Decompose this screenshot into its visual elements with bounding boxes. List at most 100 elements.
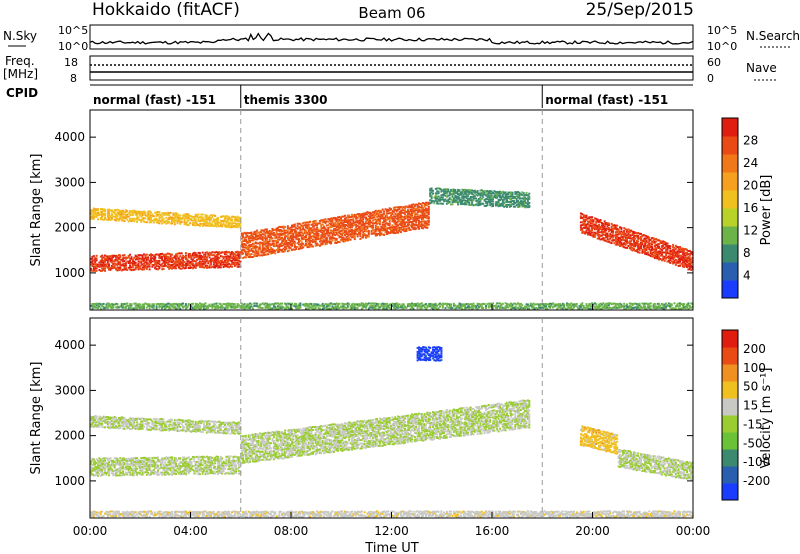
echo-cell <box>327 218 330 221</box>
echo-cell <box>666 246 669 249</box>
echo-cell <box>490 200 493 203</box>
echo-cell <box>225 226 228 229</box>
echo-cell <box>617 232 620 235</box>
echo-cell <box>323 220 326 223</box>
echo-cell <box>228 304 231 307</box>
echo-cell <box>238 219 240 221</box>
echo-cell <box>203 224 206 226</box>
echo-cell <box>137 218 140 221</box>
echo-cell <box>561 302 564 305</box>
echo-cell <box>665 250 668 253</box>
echo-cell <box>219 305 222 308</box>
echo-cell <box>586 307 589 310</box>
echo-cell <box>123 262 126 265</box>
echo-cell <box>284 246 286 249</box>
echo-cell <box>104 259 106 261</box>
echo-cell <box>686 260 688 263</box>
echo-cell <box>261 237 264 240</box>
echo-cell <box>468 303 471 306</box>
echo-cell <box>190 255 193 257</box>
echo-cell <box>585 218 588 221</box>
echo-cell <box>208 222 211 225</box>
echo-cell <box>208 221 211 224</box>
echo-cell <box>194 263 197 266</box>
echo-cell <box>448 191 451 194</box>
echo-cell <box>238 265 240 268</box>
echo-cell <box>662 307 665 310</box>
echo-cell <box>409 307 412 310</box>
echo-cell <box>232 224 235 227</box>
echo-cell <box>172 212 175 215</box>
echo-cell <box>211 216 214 219</box>
echo-cell <box>152 221 155 224</box>
echo-cell <box>129 253 132 256</box>
echo-cell <box>521 197 524 200</box>
echo-cell <box>412 224 415 227</box>
echo-cell <box>423 216 426 218</box>
echo-cell <box>378 215 381 218</box>
echo-cell <box>278 303 281 306</box>
echo-cell <box>151 260 154 263</box>
echo-cell <box>279 233 282 235</box>
echo-cell <box>205 218 208 221</box>
echo-cell <box>131 209 134 212</box>
echo-cell <box>102 209 105 212</box>
echo-cell <box>106 470 109 473</box>
echo-cell <box>381 223 384 226</box>
echo-cell <box>609 235 612 238</box>
echo-cell <box>427 223 430 226</box>
echo-cell <box>521 307 524 310</box>
echo-cell <box>651 253 654 255</box>
echo-cell <box>328 226 331 229</box>
echo-cell <box>136 307 139 310</box>
echo-cell <box>503 205 506 208</box>
echo-cell <box>137 264 140 267</box>
echo-cell <box>144 266 147 269</box>
echo-cell <box>352 305 355 308</box>
echo-cell <box>383 233 386 236</box>
echo-cell <box>204 251 207 254</box>
echo-cell <box>365 225 367 228</box>
echo-cell <box>284 302 286 305</box>
echo-cell <box>162 255 165 257</box>
echo-cell <box>305 236 307 239</box>
echo-cell <box>447 198 450 201</box>
echo-cell <box>205 256 208 259</box>
echo-cell <box>585 229 588 232</box>
echo-cell <box>95 458 98 461</box>
echo-cell <box>673 261 676 264</box>
echo-cell <box>123 260 126 262</box>
echo-cell <box>450 203 453 206</box>
echo-cell <box>324 303 327 306</box>
echo-cell <box>154 263 157 266</box>
echo-cell <box>588 231 591 234</box>
echo-cell <box>436 202 439 205</box>
echo-cell <box>367 223 370 226</box>
echo-cell <box>228 259 231 262</box>
echo-cell <box>480 192 483 195</box>
echo-cell <box>303 230 306 233</box>
echo-cell <box>595 232 598 235</box>
echo-cell <box>683 248 686 251</box>
echo-cell <box>626 306 628 309</box>
echo-cell <box>113 211 116 214</box>
echo-cell <box>244 236 247 239</box>
echo-cell <box>628 306 631 309</box>
echo-cell <box>316 304 319 307</box>
echo-cell <box>528 195 531 198</box>
echo-cell <box>179 222 182 225</box>
echo-cell <box>517 191 520 193</box>
echo-cell <box>588 233 591 236</box>
echo-cell <box>575 303 578 305</box>
echo-cell <box>454 194 457 197</box>
echo-cell <box>272 242 275 245</box>
echo-cell <box>399 220 402 223</box>
echo-cell <box>233 257 236 259</box>
echo-cell <box>687 259 690 262</box>
echo-cell <box>411 226 413 229</box>
echo-cell <box>412 211 415 214</box>
echo-cell <box>659 252 662 254</box>
echo-cell <box>95 212 98 215</box>
echo-cell <box>334 241 337 244</box>
echo-cell <box>391 228 394 231</box>
